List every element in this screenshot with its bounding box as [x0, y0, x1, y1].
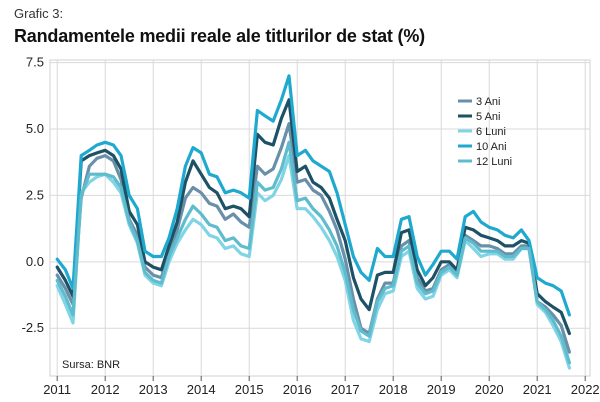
x-tick-label: 2012 [91, 382, 120, 397]
legend: 3 Ani 5 Ani 6 Luni 10 Ani 12 Luni [458, 96, 512, 168]
legend-label: 10 Ani [476, 141, 507, 153]
vertical-gridlines [56, 60, 586, 376]
x-tick-label: 2022 [571, 382, 600, 397]
y-tick-label: -2.5 [22, 320, 44, 335]
x-tick-label: 2015 [235, 382, 264, 397]
x-tick-label: 2017 [331, 382, 360, 397]
legend-label: 6 Luni [476, 126, 506, 138]
source-note: Sursa: BNR [62, 359, 120, 371]
series-lines [55, 74, 572, 370]
x-tick-label: 2011 [43, 382, 71, 397]
x-axis-ticks: 2011 2012 2013 2014 2015 2016 2017 2018 2019 2020… [43, 376, 600, 397]
legend-label: 3 Ani [476, 96, 500, 108]
x-tick-label: 2018 [379, 382, 408, 397]
x-tick-label: 2019 [427, 382, 456, 397]
chart-supertitle: Grafic 3: [14, 6, 64, 21]
series-line-5-ani [55, 98, 572, 336]
y-tick-label: 2.5 [26, 187, 44, 202]
x-tick-label: 2013 [139, 382, 168, 397]
horizontal-gridlines [50, 62, 590, 329]
y-axis-ticks: 7.5 5.0 2.5 0.0 -2.5 [22, 55, 44, 336]
legend-label: 5 Ani [476, 111, 500, 123]
x-tick-label: 2021 [523, 382, 552, 397]
y-tick-label: 5.0 [26, 121, 44, 136]
series-line-12-luni [55, 140, 572, 365]
x-tick-label: 2014 [187, 382, 216, 397]
y-tick-label: 0.0 [26, 254, 44, 269]
y-tick-label: 7.5 [26, 55, 44, 70]
legend-label: 12 Luni [476, 156, 512, 168]
chart-title: Randamentele medii reale ale titlurilor … [14, 26, 425, 46]
x-tick-label: 2020 [475, 382, 504, 397]
x-tick-label: 2016 [283, 382, 312, 397]
series-line-10-ani [55, 74, 572, 317]
